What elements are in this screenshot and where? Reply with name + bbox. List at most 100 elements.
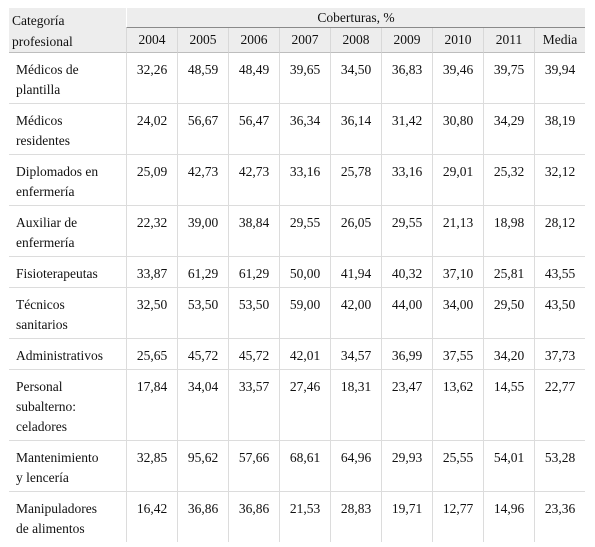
coverage-table: Categoría profesional Coberturas, % 2004 …	[9, 8, 585, 542]
value-cell: 42,73	[177, 155, 228, 206]
year-header: 2004	[126, 28, 177, 53]
row-category: Personal subalterno: celadores	[9, 370, 126, 441]
value-cell: 25,32	[483, 155, 534, 206]
value-cell: 34,29	[483, 104, 534, 155]
value-cell: 54,01	[483, 441, 534, 492]
value-cell: 39,75	[483, 53, 534, 104]
value-cell: 61,29	[228, 257, 279, 288]
value-cell: 26,05	[330, 206, 381, 257]
value-cell: 33,57	[228, 370, 279, 441]
value-cell: 29,55	[381, 206, 432, 257]
value-cell: 34,04	[177, 370, 228, 441]
mean-cell: 53,28	[534, 441, 585, 492]
value-cell: 28,83	[330, 492, 381, 542]
value-cell: 64,96	[330, 441, 381, 492]
table-row: Personal subalterno: celadores 17,84 34,04 33…	[9, 370, 585, 441]
value-cell: 21,13	[432, 206, 483, 257]
value-cell: 36,86	[177, 492, 228, 542]
value-cell: 33,87	[126, 257, 177, 288]
value-cell: 68,61	[279, 441, 330, 492]
value-cell: 18,98	[483, 206, 534, 257]
mean-cell: 43,55	[534, 257, 585, 288]
value-cell: 95,62	[177, 441, 228, 492]
table-row: Fisioterapeutas 33,87 61,29 61,29 50,00 41,94…	[9, 257, 585, 288]
row-category: Manipuladores de alimentos	[9, 492, 126, 542]
row-category: Médicos residentes	[9, 104, 126, 155]
table-row: Diplomados en enfermería 25,09 42,73 42,73 33…	[9, 155, 585, 206]
value-cell: 33,16	[381, 155, 432, 206]
value-cell: 25,65	[126, 339, 177, 370]
value-cell: 39,65	[279, 53, 330, 104]
value-cell: 30,80	[432, 104, 483, 155]
row-category: Administrativos	[9, 339, 126, 370]
coverage-header: Coberturas, %	[126, 8, 585, 28]
value-cell: 38,84	[228, 206, 279, 257]
value-cell: 53,50	[228, 288, 279, 339]
table-row: Médicos residentes 24,02 56,67 56,47 36,34 36,…	[9, 104, 585, 155]
value-cell: 40,32	[381, 257, 432, 288]
value-cell: 36,14	[330, 104, 381, 155]
row-category: Médicos de plantilla	[9, 53, 126, 104]
value-cell: 29,55	[279, 206, 330, 257]
value-cell: 37,55	[432, 339, 483, 370]
value-cell: 21,53	[279, 492, 330, 542]
value-cell: 32,85	[126, 441, 177, 492]
value-cell: 19,71	[381, 492, 432, 542]
value-cell: 42,01	[279, 339, 330, 370]
year-header: 2010	[432, 28, 483, 53]
value-cell: 59,00	[279, 288, 330, 339]
value-cell: 23,47	[381, 370, 432, 441]
row-category-line: Mantenimiento	[16, 450, 99, 465]
value-cell: 29,01	[432, 155, 483, 206]
row-category: Técnicos sanitarios	[9, 288, 126, 339]
table-row: Médicos de plantilla 32,26 48,59 48,49 39,65 3…	[9, 53, 585, 104]
value-cell: 17,84	[126, 370, 177, 441]
row-category-line: Fisioterapeutas	[16, 266, 98, 281]
value-cell: 42,73	[228, 155, 279, 206]
table-row: Auxiliar de enfermería 22,32 39,00 38,84 29,5…	[9, 206, 585, 257]
value-cell: 18,31	[330, 370, 381, 441]
row-category-line: Médicos	[16, 113, 63, 128]
value-cell: 56,67	[177, 104, 228, 155]
row-category-line: Personal	[16, 379, 63, 394]
value-cell: 36,83	[381, 53, 432, 104]
value-cell: 32,50	[126, 288, 177, 339]
year-header: 2005	[177, 28, 228, 53]
value-cell: 34,50	[330, 53, 381, 104]
row-category: Mantenimiento y lencería	[9, 441, 126, 492]
value-cell: 61,29	[177, 257, 228, 288]
value-cell: 45,72	[228, 339, 279, 370]
row-category-line: plantilla	[16, 82, 61, 97]
value-cell: 41,94	[330, 257, 381, 288]
year-header: 2008	[330, 28, 381, 53]
value-cell: 34,00	[432, 288, 483, 339]
row-category-line: residentes	[16, 133, 70, 148]
value-cell: 44,00	[381, 288, 432, 339]
value-cell: 25,09	[126, 155, 177, 206]
value-cell: 25,81	[483, 257, 534, 288]
value-cell: 14,55	[483, 370, 534, 441]
value-cell: 24,02	[126, 104, 177, 155]
value-cell: 27,46	[279, 370, 330, 441]
mean-cell: 43,50	[534, 288, 585, 339]
value-cell: 36,99	[381, 339, 432, 370]
row-category-line: y lencería	[16, 470, 69, 485]
row-category-line: celadores	[16, 419, 67, 434]
row-category-line: subalterno:	[16, 399, 76, 414]
value-cell: 36,86	[228, 492, 279, 542]
value-cell: 50,00	[279, 257, 330, 288]
row-category-line: Técnicos	[16, 297, 65, 312]
table-row: Mantenimiento y lencería 32,85 95,62 57,66 68…	[9, 441, 585, 492]
value-cell: 13,62	[432, 370, 483, 441]
category-header-line: Categoría	[12, 13, 65, 28]
row-category-line: Administrativos	[16, 348, 103, 363]
mean-cell: 38,19	[534, 104, 585, 155]
value-cell: 57,66	[228, 441, 279, 492]
row-category: Fisioterapeutas	[9, 257, 126, 288]
row-category-line: Médicos de	[16, 62, 79, 77]
row-category-line: de alimentos	[16, 521, 85, 536]
value-cell: 33,16	[279, 155, 330, 206]
year-header-row: 2004 2005 2006 2007 2008 2009 2010 2011 …	[9, 28, 585, 53]
table-row: Técnicos sanitarios 32,50 53,50 53,50 59,00 42…	[9, 288, 585, 339]
value-cell: 39,46	[432, 53, 483, 104]
